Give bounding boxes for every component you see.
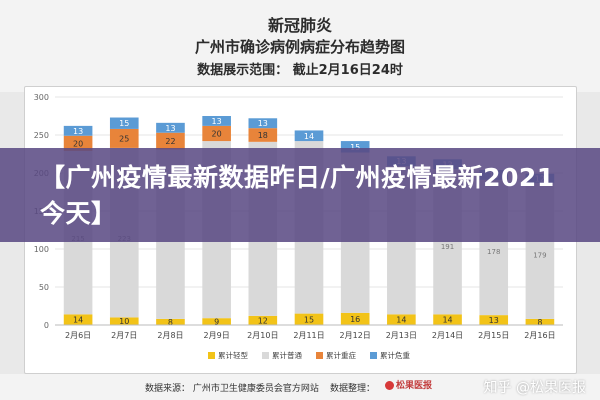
data-label: 15 (119, 119, 129, 128)
x-tick-label: 2月14日 (432, 331, 463, 340)
data-label: 14 (396, 316, 406, 325)
bar-segment (63, 314, 93, 325)
data-label: 15 (304, 315, 314, 324)
data-label: 179 (533, 252, 546, 260)
data-label: 10 (119, 317, 129, 326)
data-label: 178 (487, 248, 500, 256)
chart-title: 新冠肺炎 (267, 16, 332, 35)
legend-label: 累计危重 (380, 350, 410, 360)
y-tick-label: 100 (34, 245, 49, 254)
brand-logo-icon (385, 381, 394, 390)
bar-segment (387, 314, 416, 325)
data-source-note: 数据来源： 广州市卫生健康委员会官方网站 (145, 384, 319, 394)
x-tick-label: 2月11日 (293, 331, 324, 340)
bar-segment (248, 118, 278, 129)
y-tick-label: 300 (34, 93, 49, 102)
bar-segment (525, 318, 555, 325)
bar-segment (294, 313, 324, 325)
banner-headline: 【广州疫情最新数据昨日/广州疫情最新2021今天】 (40, 163, 555, 228)
chart-header: 新冠肺炎 广州市确诊病例病症分布趋势图 数据展示范围： 截止2月16日24时 (0, 0, 600, 92)
x-tick-label: 2月12日 (340, 331, 371, 340)
data-label: 20 (73, 139, 83, 148)
data-label: 20 (212, 129, 222, 138)
x-tick-label: 2月6日 (65, 331, 91, 340)
bar-segment (109, 128, 139, 148)
data-label: 14 (73, 316, 83, 325)
data-label: 14 (304, 132, 314, 141)
bar-segment (294, 130, 324, 142)
chart-footer: 数据来源： 广州市卫生健康委员会官方网站 数据整理： 松果医报 知乎 @松果医报 (0, 374, 600, 400)
data-label: 14 (442, 316, 452, 325)
legend-label: 累计轻型 (218, 350, 248, 360)
data-label: 22 (165, 137, 175, 146)
chart-subtitle: 广州市确诊病例病症分布趋势图 (194, 38, 405, 56)
bar-segment (340, 312, 370, 325)
bar-segment (156, 132, 185, 150)
data-label: 12 (258, 316, 268, 325)
x-tick-label: 2月8日 (157, 331, 183, 340)
data-label: 13 (212, 117, 222, 126)
data-compiled-label: 数据整理： (330, 384, 376, 394)
x-tick-label: 2月13日 (386, 331, 417, 340)
watermark: 知乎 @松果医报 (483, 380, 586, 396)
x-tick-label: 2月16日 (524, 331, 555, 340)
y-tick-label: 250 (34, 131, 49, 140)
bar-segment (63, 125, 93, 136)
legend-label: 累计普通 (272, 350, 302, 360)
bar-segment (248, 315, 278, 325)
data-label: 13 (165, 124, 175, 133)
data-label: 191 (441, 243, 454, 251)
data-label: 25 (119, 134, 129, 143)
legend-swatch (370, 352, 377, 359)
bar-segment (63, 135, 93, 151)
bar-segment (202, 125, 231, 142)
data-label: 8 (537, 318, 542, 327)
x-tick-label: 2月9日 (204, 331, 230, 340)
data-label: 18 (258, 131, 268, 140)
bar-segment (156, 318, 185, 325)
legend-swatch (208, 352, 215, 359)
x-tick-label: 2月10日 (247, 331, 278, 340)
y-tick-label: 0 (44, 321, 49, 330)
bar-segment (109, 117, 139, 129)
bar-segment (433, 314, 462, 325)
bar-segment (248, 128, 278, 142)
data-label: 13 (258, 119, 268, 128)
legend-swatch (316, 352, 323, 359)
data-range-note: 数据展示范围： 截止2月16日24时 (197, 63, 403, 78)
data-label: 13 (73, 127, 83, 136)
overlay-banner: 【广州疫情最新数据昨日/广州疫情最新2021今天】 (0, 148, 600, 242)
bar-segment (202, 318, 231, 325)
bar-segment (156, 122, 185, 133)
brand-logo-text: 松果医报 (396, 381, 433, 391)
x-tick-label: 2月7日 (111, 331, 137, 340)
bar-segment (479, 315, 509, 325)
bar-segment (340, 141, 370, 153)
x-tick-label: 2月15日 (478, 331, 509, 340)
data-label: 16 (350, 315, 360, 324)
data-label: 9 (214, 318, 219, 327)
legend-label: 累计重症 (326, 350, 356, 360)
data-label: 15 (350, 143, 360, 152)
data-label: 8 (168, 318, 173, 327)
legend-swatch (262, 352, 269, 359)
data-label: 13 (489, 316, 499, 325)
bar-segment (202, 116, 231, 126)
y-tick-label: 50 (39, 283, 49, 292)
brand-logo: 松果医报 (385, 378, 445, 396)
bar-segment (109, 317, 139, 325)
